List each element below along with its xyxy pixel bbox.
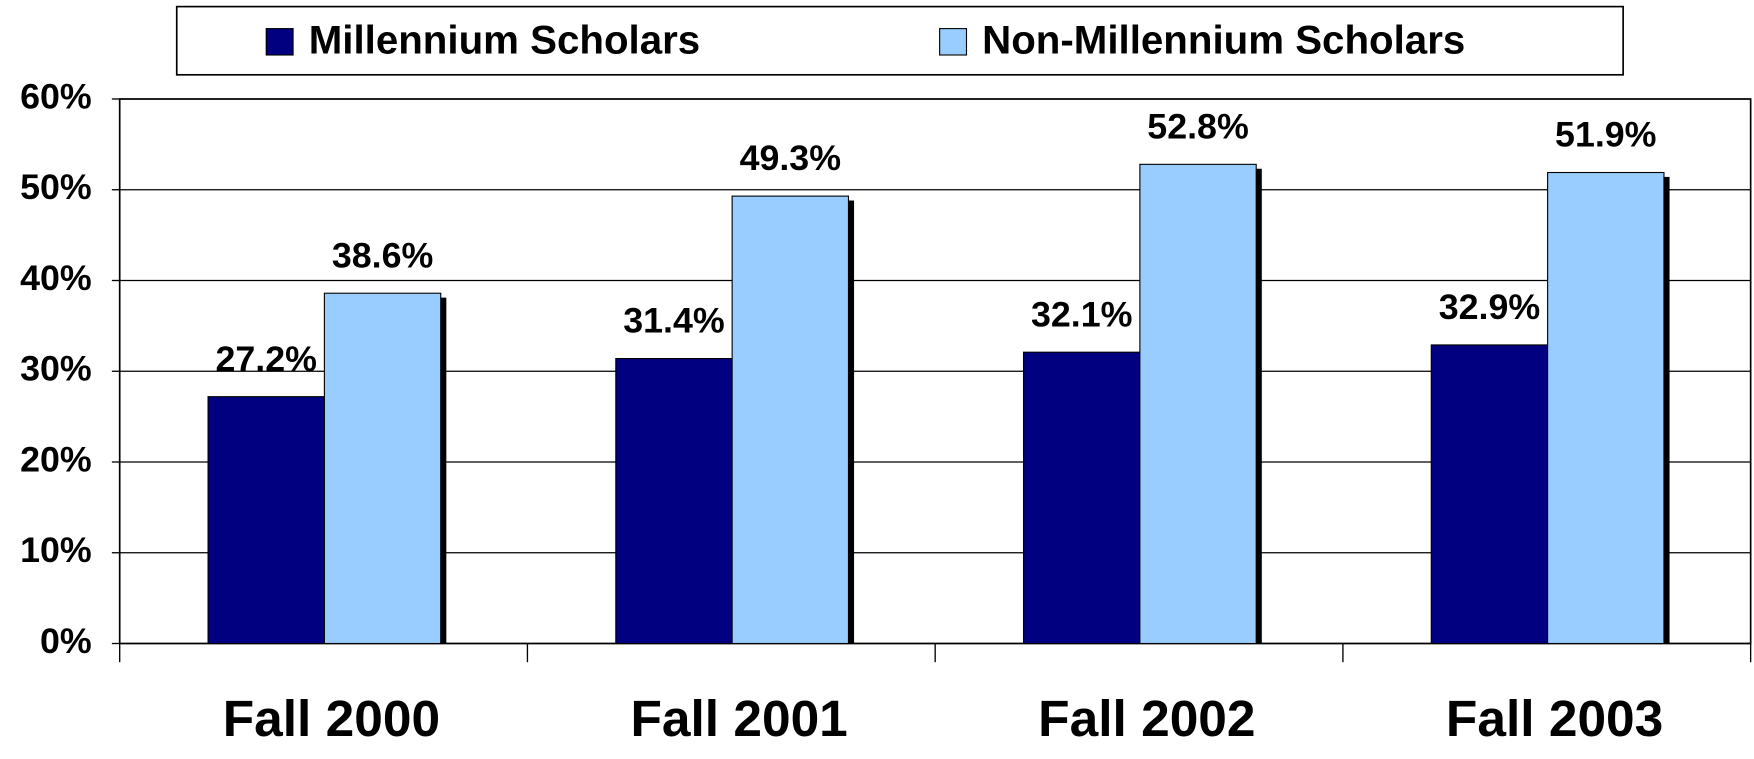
data-label: 31.4% [623, 301, 724, 341]
x-tick-label: Fall 2003 [1446, 690, 1663, 747]
y-tick-label: 20% [20, 440, 92, 480]
bar [615, 357, 733, 645]
x-tick-label: Fall 2000 [223, 690, 440, 747]
y-tick-label: 40% [20, 258, 92, 298]
data-label: 51.9% [1555, 115, 1656, 155]
bar [1022, 351, 1141, 645]
y-tick-label: 50% [20, 167, 92, 207]
data-label: 38.6% [332, 236, 433, 276]
data-label: 32.1% [1031, 295, 1132, 335]
legend-swatch [265, 28, 294, 56]
legend-label: Millennium Scholars [309, 19, 700, 63]
legend-swatch [939, 28, 968, 56]
legend-box [175, 5, 1624, 76]
data-label: 49.3% [740, 138, 841, 178]
bar [731, 195, 850, 645]
bar [1430, 344, 1549, 645]
legend-label: Non-Millennium Scholars [982, 19, 1465, 63]
bar [323, 292, 442, 645]
bar [1547, 171, 1665, 645]
data-label: 27.2% [215, 339, 316, 379]
data-label: 52.8% [1147, 107, 1248, 147]
y-tick-label: 10% [20, 530, 92, 570]
bar [1139, 163, 1257, 645]
data-label: 32.9% [1439, 287, 1540, 327]
y-tick-label: 60% [20, 77, 92, 117]
x-tick-label: Fall 2001 [630, 690, 847, 747]
y-tick-label: 0% [40, 621, 92, 661]
y-tick-label: 30% [20, 349, 92, 389]
x-tick-label: Fall 2002 [1038, 690, 1255, 747]
bar [207, 396, 325, 645]
